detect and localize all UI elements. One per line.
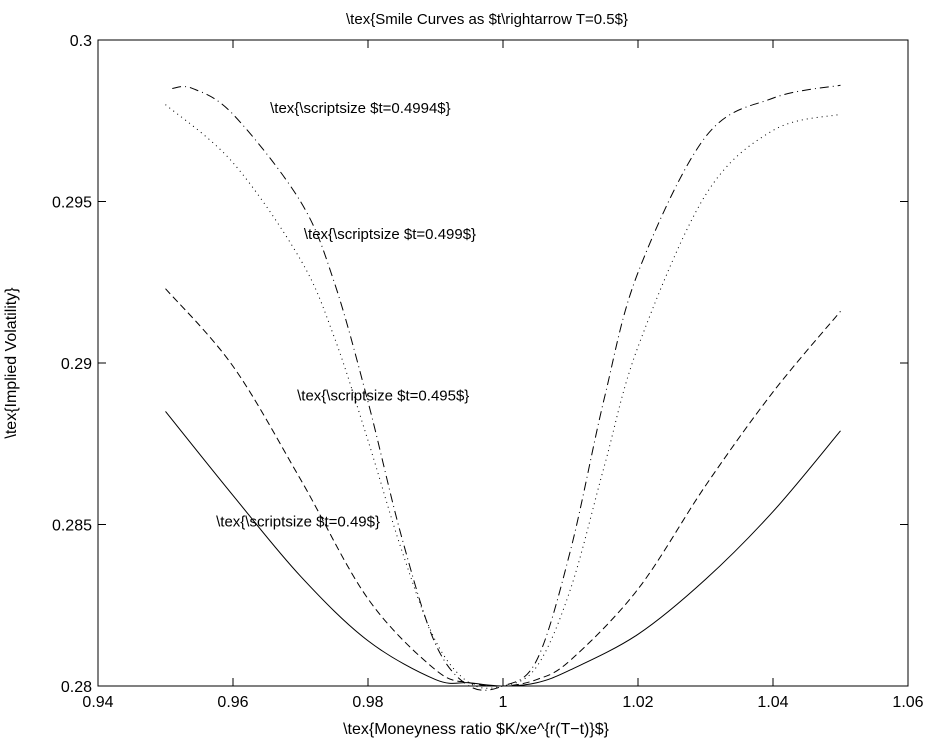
y-tick-label: 0.29 <box>61 356 92 373</box>
y-tick-label: 0.285 <box>52 518 92 535</box>
series-line-dotted <box>165 104 841 689</box>
x-tick-label: 0.98 <box>352 694 383 711</box>
curve-annotation: \tex{\scriptsize $t=0.499$} <box>304 226 476 243</box>
curve-annotation: \tex{\scriptsize $t=0.495$} <box>297 387 469 404</box>
series-line-solid <box>165 411 841 687</box>
x-axis-label: \tex{Moneyness ratio $K/xe^{r(T−t)}$} <box>343 721 610 738</box>
chart-title: \tex{Smile Curves as $t\rightarrow T=0.5… <box>346 11 628 28</box>
y-axis: 0.28 0.285 0.29 0.295 0.3 <box>52 33 908 696</box>
series-line-dashed <box>165 288 841 687</box>
x-tick-label: 1.02 <box>622 694 653 711</box>
series-layer <box>165 84 841 691</box>
x-tick-label: 0.96 <box>217 694 248 711</box>
annotation-layer: \tex{\scriptsize $t=0.4994$} \tex{\script… <box>216 100 476 530</box>
y-tick-label: 0.3 <box>70 33 92 50</box>
x-tick-label: 1 <box>499 694 508 711</box>
curve-annotation: \tex{\scriptsize $t=0.49$} <box>216 513 380 530</box>
x-axis: 0.94 0.96 0.98 1 1.02 1.04 1.06 <box>82 40 924 711</box>
x-tick-label: 1.06 <box>892 694 923 711</box>
y-tick-label: 0.28 <box>61 679 92 696</box>
x-tick-label: 0.94 <box>82 694 113 711</box>
y-axis-label: \tex{Implied Volatility} <box>3 287 20 439</box>
series-line-dashdot <box>172 84 841 691</box>
curve-annotation: \tex{\scriptsize $t=0.4994$} <box>270 100 451 117</box>
x-tick-label: 1.04 <box>757 694 788 711</box>
plot-area <box>97 39 909 687</box>
y-tick-label: 0.295 <box>52 195 92 212</box>
